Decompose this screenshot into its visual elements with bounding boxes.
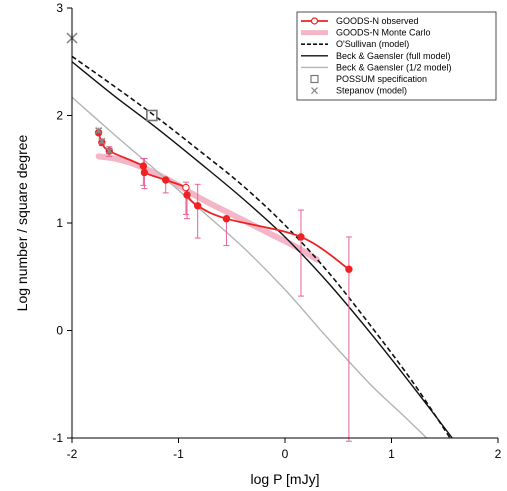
series-goods-n-observed-point	[182, 183, 190, 192]
x-tick-label: 2	[495, 447, 502, 461]
series-goods-n-observed-point	[222, 215, 231, 223]
legend: GOODS-N observed GOODS-N Monte CarloO'Sul…	[296, 11, 497, 101]
series-layer	[72, 55, 453, 438]
y-ticks: -1 0 1 2 3	[52, 1, 72, 445]
series-beck-gaensler-1-2-model-line	[72, 96, 428, 438]
y-tick-label: -1	[52, 431, 63, 445]
marker-layer	[66, 32, 353, 273]
series-stepanov-model-point	[105, 147, 113, 155]
y-axis-title: Log number / square degree	[14, 134, 30, 311]
legend-item-goods-n-observed: GOODS-N observed	[301, 16, 419, 26]
series-stepanov-model-point	[95, 126, 103, 135]
series-goods-n-observed-point	[297, 233, 305, 241]
x-ticks: -2 -1 0 1 2	[67, 438, 502, 461]
y-tick-label: 0	[56, 324, 63, 338]
y-tick-label: 3	[56, 1, 63, 15]
series-goods-n-observed-point	[139, 162, 148, 170]
legend-label: GOODS-N Monte Carlo	[336, 28, 431, 38]
plot-area	[66, 32, 453, 442]
series-o-sullivan-model-line	[72, 55, 451, 438]
legend-label: Beck & Gaensler (1/2 model)	[336, 62, 452, 72]
x-tick-label: 0	[282, 447, 289, 461]
y-tick-label: 2	[56, 109, 63, 123]
x-tick-label: 1	[388, 447, 395, 461]
legend-box	[296, 11, 497, 101]
series-goods-n-monte-carlo-line	[95, 153, 320, 263]
legend-item-o-sullivan-model: O'Sullivan (model)	[301, 39, 409, 49]
legend-label: Beck & Gaensler (full model)	[336, 51, 451, 61]
legend-item-goods-n-monte-carlo: GOODS-N Monte Carlo	[301, 28, 431, 38]
legend-label: O'Sullivan (model)	[336, 39, 409, 49]
legend-items: GOODS-N observed GOODS-N Monte CarloO'Sul…	[301, 16, 452, 96]
series-possum-specification-point	[146, 109, 158, 122]
legend-item-stepanov-model: Stepanov (model)	[311, 86, 407, 96]
series-goods-n-observed-point	[162, 176, 170, 184]
series-goods-n-observed-point	[183, 191, 191, 199]
x-tick-label: -2	[67, 447, 78, 461]
errorbar-layer	[95, 130, 352, 442]
y-tick-label: 1	[56, 216, 63, 230]
legend-label: POSSUM specification	[336, 74, 427, 84]
legend-label: Stepanov (model)	[336, 86, 407, 96]
series-stepanov-model-point	[98, 137, 106, 145]
legend-item-beck-gaensler-full-model: Beck & Gaensler (full model)	[301, 51, 451, 61]
legend-item-beck-gaensler-1-2-model: Beck & Gaensler (1/2 model)	[301, 62, 452, 72]
x-axis-title: log P [mJy]	[251, 471, 320, 487]
series-beck-gaensler-full-model-line	[72, 61, 453, 438]
x-tick-label: -1	[173, 447, 184, 461]
series-goods-n-observed-point	[345, 265, 353, 273]
legend-label: GOODS-N observed	[336, 16, 419, 26]
series-goods-n-observed-point	[193, 202, 202, 210]
series-goods-n-observed-point	[140, 168, 149, 177]
legend-item-possum-specification: POSSUM specification	[310, 74, 427, 84]
